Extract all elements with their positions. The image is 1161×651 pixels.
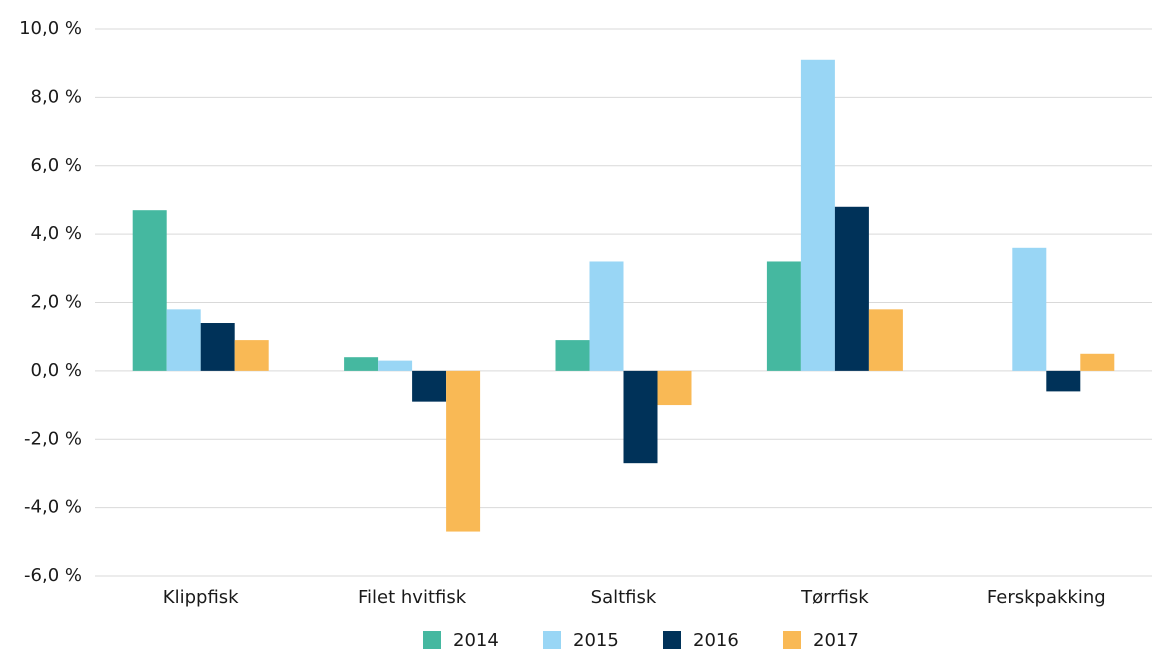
bar bbox=[1080, 353, 1115, 371]
legend-swatch bbox=[543, 631, 561, 649]
y-tick-label: -2,0 % bbox=[24, 428, 82, 449]
legend-label: 2016 bbox=[693, 630, 739, 651]
legend-swatch bbox=[663, 631, 681, 649]
x-tick-label: Klippfisk bbox=[163, 587, 239, 608]
y-tick-label: -6,0 % bbox=[24, 565, 82, 586]
legend-label: 2017 bbox=[813, 630, 859, 651]
x-tick-label: Saltfisk bbox=[591, 587, 657, 608]
legend-label: 2015 bbox=[573, 630, 619, 651]
bar bbox=[834, 206, 869, 371]
y-tick-label: 10,0 % bbox=[19, 18, 82, 39]
x-tick-label: Ferskpakking bbox=[987, 587, 1106, 608]
bar bbox=[412, 370, 447, 402]
bar bbox=[623, 370, 658, 464]
bar bbox=[378, 360, 413, 371]
bar bbox=[166, 309, 201, 371]
bar bbox=[657, 370, 692, 406]
bar bbox=[589, 261, 624, 371]
bar bbox=[766, 261, 801, 371]
bar bbox=[234, 340, 269, 371]
bar bbox=[132, 210, 167, 371]
legend-swatch bbox=[423, 631, 441, 649]
y-tick-label: 2,0 % bbox=[31, 292, 82, 313]
bar bbox=[1012, 247, 1047, 371]
bar bbox=[200, 323, 235, 371]
y-tick-label: -4,0 % bbox=[24, 497, 82, 518]
y-tick-label: 0,0 % bbox=[31, 360, 82, 381]
bar bbox=[446, 370, 481, 532]
x-tick-label: Tørrfisk bbox=[800, 587, 869, 608]
bar bbox=[555, 340, 590, 371]
y-tick-label: 4,0 % bbox=[31, 223, 82, 244]
bar bbox=[800, 59, 835, 371]
y-tick-label: 6,0 % bbox=[31, 155, 82, 176]
y-tick-label: 8,0 % bbox=[31, 86, 82, 107]
legend-label: 2014 bbox=[453, 630, 499, 651]
bar bbox=[868, 309, 903, 371]
bar bbox=[344, 357, 379, 371]
bar bbox=[1046, 370, 1081, 392]
legend-swatch bbox=[783, 631, 801, 649]
x-tick-label: Filet hvitfisk bbox=[358, 587, 467, 608]
